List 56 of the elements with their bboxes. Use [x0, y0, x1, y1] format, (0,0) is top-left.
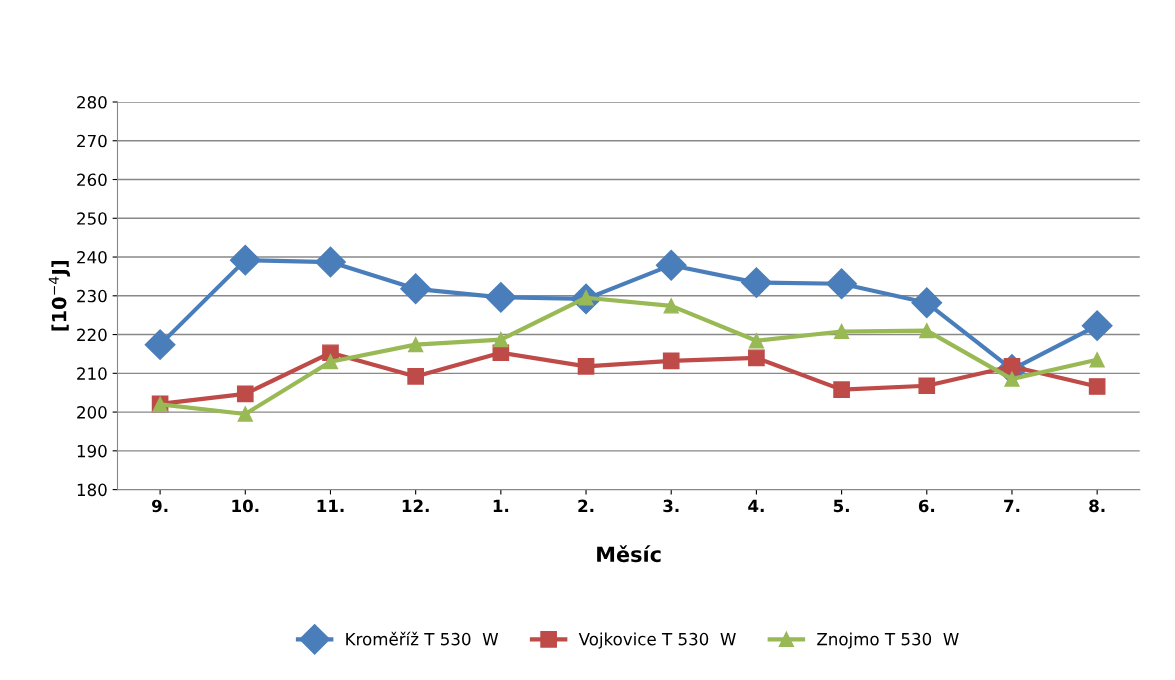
- point: [577, 358, 595, 375]
- x-tick-label: 4.: [748, 499, 764, 512]
- point: [911, 287, 943, 319]
- y-tick-label: 270: [77, 134, 107, 148]
- x-tick-label: 10.: [232, 499, 259, 513]
- point: [1081, 310, 1113, 342]
- point: [407, 368, 424, 385]
- legend-label: Vojkovice T 530 W: [578, 632, 736, 649]
- legend-label: Znojmo T 530 W: [817, 632, 959, 649]
- y-tick-label: 220: [77, 328, 107, 342]
- point: [833, 381, 850, 398]
- point: [1004, 371, 1020, 387]
- point: [919, 323, 935, 339]
- y-tick-label: 190: [77, 444, 107, 458]
- point: [740, 267, 772, 299]
- point: [144, 329, 176, 361]
- point: [322, 354, 339, 370]
- point: [485, 281, 517, 313]
- point: [408, 336, 424, 353]
- x-tick-label: 3.: [663, 499, 679, 513]
- point: [663, 298, 679, 314]
- point: [229, 244, 261, 276]
- point: [236, 385, 254, 403]
- point: [1088, 378, 1106, 395]
- y-tick-label: 230: [77, 289, 107, 303]
- point: [748, 333, 765, 349]
- y-tick-label: 250: [77, 212, 107, 225]
- y-tick-label: 210: [77, 367, 107, 380]
- y-tick-label: 280: [77, 95, 107, 109]
- x-tick-label: 7.: [1004, 499, 1020, 512]
- x-tick-label: 5.: [833, 499, 849, 513]
- point: [655, 249, 687, 281]
- y-tick-label: 260: [77, 173, 107, 187]
- point: [237, 406, 253, 422]
- point: [400, 273, 432, 305]
- point: [748, 349, 765, 367]
- x-tick-label: 1.: [493, 499, 509, 512]
- point: [826, 268, 858, 300]
- x-tick-label: 6.: [918, 499, 935, 513]
- point: [1089, 352, 1105, 368]
- y-tick-label: 180: [77, 483, 107, 497]
- point: [315, 246, 346, 278]
- x-tick-label: 8.: [1089, 499, 1105, 513]
- point: [833, 323, 850, 340]
- x-tick-label: 2.: [578, 499, 594, 512]
- point: [918, 377, 936, 395]
- x-axis-title: Měsíc: [597, 545, 661, 563]
- y-tick-label: 200: [77, 406, 107, 419]
- y-axis-title: [10$^{−4}$J]: [48, 261, 71, 331]
- y-tick-label: 240: [77, 251, 107, 264]
- x-tick-label: 12.: [402, 499, 429, 512]
- legend-label: Kroměříž T 530 W: [346, 631, 499, 646]
- x-tick-label: 11.: [317, 499, 344, 512]
- x-tick-label: 9.: [151, 499, 168, 513]
- point: [493, 331, 509, 348]
- point: [662, 352, 680, 370]
